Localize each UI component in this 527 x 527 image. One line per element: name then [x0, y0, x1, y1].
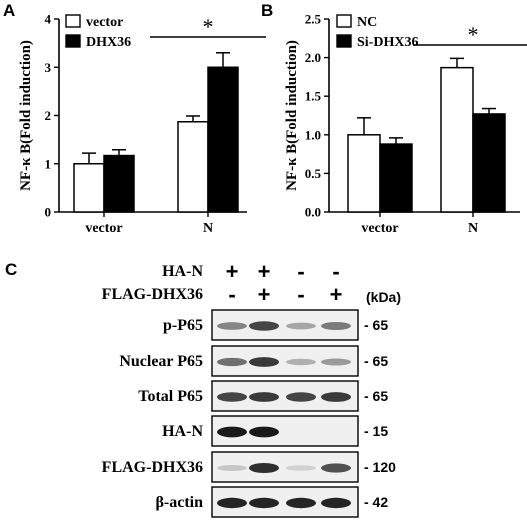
blot-row-label: FLAG-DHX36: [102, 459, 203, 476]
blot-band: [217, 426, 247, 438]
y-tick-label: 4: [45, 12, 52, 27]
blot-band: [321, 358, 351, 366]
blot-band: [249, 357, 279, 367]
x-category-label: vector: [85, 221, 122, 236]
legend-swatch: [65, 14, 81, 28]
molecular-weight-label: - 65: [364, 317, 388, 333]
molecular-weight-label: - 42: [364, 494, 388, 510]
blot-band: [217, 357, 247, 367]
condition-sign: -: [297, 259, 304, 284]
condition-sign: -: [297, 282, 304, 307]
bar: [177, 121, 209, 213]
blot-row-label: HA-N: [162, 423, 203, 440]
blot-band: [321, 497, 351, 509]
molecular-weight-label: - 15: [364, 423, 388, 439]
western-blot-panel: HA-N + + - -FLAG-DHX36- + - + (kDa)p-P65- 65Nucl…: [102, 259, 401, 518]
y-tick-label: 2.5: [305, 12, 322, 27]
blot-band: [286, 322, 316, 330]
blot-band: [286, 497, 316, 509]
condition-sign: +: [258, 282, 271, 307]
bar: [103, 154, 135, 213]
blot-band: [249, 392, 279, 402]
x-category-label: vector: [361, 221, 398, 236]
blot-band: [286, 392, 316, 402]
condition-sign: -: [228, 282, 235, 307]
blot-band: [321, 392, 351, 402]
bar: [73, 163, 105, 213]
blot-band: [249, 321, 279, 331]
legend-swatch: [65, 34, 81, 48]
panel-letter-c: C: [5, 260, 17, 279]
significance-asterisk: *: [468, 22, 479, 47]
blot-row-label: Nuclear P65: [119, 353, 203, 370]
blot-band: [286, 358, 316, 366]
molecular-weight-label: - 65: [364, 388, 388, 404]
y-tick-label: 1.0: [305, 127, 321, 142]
legend-swatch: [336, 14, 352, 28]
blot-band: [249, 497, 279, 509]
y-tick-label: 2: [45, 108, 52, 123]
blot-band: [217, 465, 247, 471]
y-tick-label: 0: [45, 205, 52, 220]
y-tick-label: 1.5: [305, 89, 322, 104]
legend-swatch: [336, 34, 352, 48]
molecular-weight-label: - 65: [364, 353, 388, 369]
blot-row-label: p-P65: [163, 317, 203, 334]
bar: [379, 143, 413, 213]
y-tick-label: 3: [45, 60, 52, 75]
legend-label: NC: [357, 15, 377, 30]
condition-sign: -: [332, 259, 339, 284]
blot-band: [286, 465, 316, 471]
x-category-label: N: [468, 221, 478, 236]
blot-band: [217, 392, 247, 402]
condition-label: HA-N: [162, 263, 203, 280]
blot-band: [321, 463, 351, 473]
kda-unit-label: (kDa): [366, 289, 401, 305]
bar: [347, 134, 381, 213]
bar: [472, 113, 506, 213]
x-category-label: N: [203, 221, 213, 236]
blot-band: [249, 462, 279, 474]
y-tick-label: 0.5: [305, 166, 322, 181]
y-tick-label: 0.0: [305, 205, 321, 220]
panel-letter-b: B: [261, 1, 273, 20]
significance-asterisk: *: [203, 14, 214, 39]
bar: [440, 66, 474, 213]
molecular-weight-label: - 120: [364, 459, 396, 475]
legend-label: Si-DHX36: [357, 35, 418, 50]
y-tick-label: 2.0: [305, 50, 321, 65]
y-axis-label: NF-κ B(Fold induction): [284, 40, 300, 191]
blot-band: [217, 497, 247, 509]
blot-row-label: β-actin: [155, 494, 203, 511]
condition-sign: +: [330, 282, 343, 307]
y-tick-label: 1: [45, 156, 52, 171]
bar: [207, 66, 239, 213]
blot-band: [321, 322, 351, 330]
legend-label: DHX36: [86, 35, 131, 50]
blot-band: [249, 426, 279, 438]
panel-letter-a: A: [3, 1, 15, 20]
condition-sign: +: [258, 259, 271, 284]
y-axis-label: NF-κ B(Fold induction): [18, 40, 34, 191]
condition-sign: +: [226, 259, 239, 284]
chart-a: NF-κ B(Fold induction) 0 1 2 3 4 vector N * vecto…: [18, 12, 266, 236]
blot-band: [217, 322, 247, 330]
blot-row-label: Total P65: [138, 388, 203, 405]
legend-label: vector: [86, 15, 123, 30]
chart-b: NF-κ B(Fold induction) 0.0 0.5 1.0 1.5 2.0 2.5…: [284, 12, 527, 236]
condition-label: FLAG-DHX36: [102, 286, 203, 303]
